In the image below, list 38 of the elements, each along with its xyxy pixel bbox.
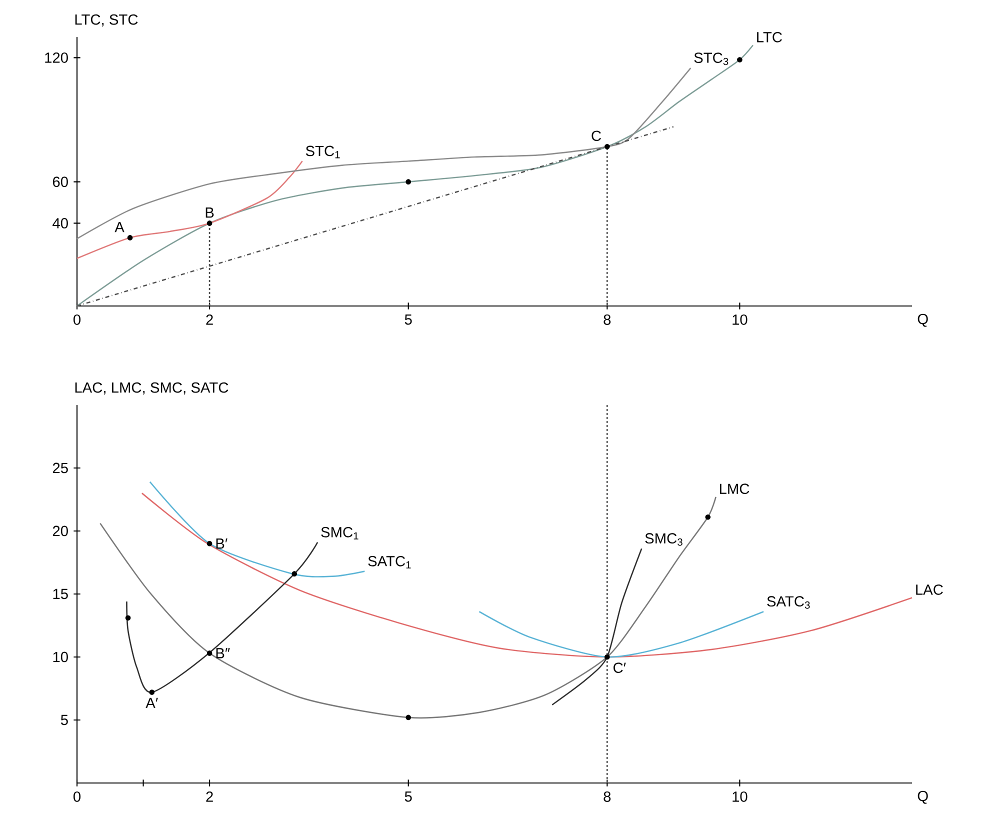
series-label: SMC$_{1}$ <box>321 526 358 540</box>
series-label: SATC$_{1}$ <box>368 556 411 568</box>
x-tick-label: 8 <box>604 314 611 325</box>
y-axis-title: LAC, LMC, SMC, SATC <box>75 382 228 395</box>
x-axis-title: Q <box>918 790 928 804</box>
series-label: LAC <box>916 584 943 595</box>
x-tick-label: 10 <box>732 314 748 325</box>
x-tick-label: 2 <box>206 791 213 802</box>
series-label: LMC <box>720 484 750 494</box>
x-tick-label: 8 <box>604 791 611 802</box>
x-tick-label: 5 <box>404 791 412 802</box>
annotation: C <box>592 130 602 142</box>
series-label: SATC$_{3}$ <box>767 596 810 609</box>
annotation: B <box>206 208 214 218</box>
y-tick-label: 20 <box>52 526 68 536</box>
y-tick-label: 60 <box>52 176 68 188</box>
y-tick-label: 10 <box>53 652 68 662</box>
y-tick-label: 25 <box>52 462 68 474</box>
x-tick-label: 2 <box>206 314 213 325</box>
annotation: B′ <box>216 538 228 549</box>
x-tick-label: 0 <box>73 314 80 325</box>
series-label: LTC <box>757 32 782 42</box>
series-label: STC$_{3}$ <box>694 52 728 66</box>
y-tick-label: 120 <box>45 52 68 63</box>
y-tick-label: 5 <box>60 714 68 726</box>
y-tick-label: 40 <box>52 218 68 228</box>
x-tick-label: 5 <box>404 314 412 325</box>
annotation: B″ <box>216 648 230 658</box>
y-tick-label: 15 <box>53 588 68 600</box>
y-axis-title: LTC, STC <box>75 14 138 27</box>
x-tick-label: 10 <box>732 791 748 802</box>
x-tick-label: 0 <box>73 791 80 802</box>
annotation: C′ <box>614 662 626 673</box>
series-label: SMC$_{3}$ <box>645 533 682 546</box>
annotation: A <box>114 222 124 232</box>
x-axis-title: Q <box>918 314 928 327</box>
annotation: A′ <box>146 698 158 708</box>
series-label: STC$_{1}$ <box>306 146 340 158</box>
